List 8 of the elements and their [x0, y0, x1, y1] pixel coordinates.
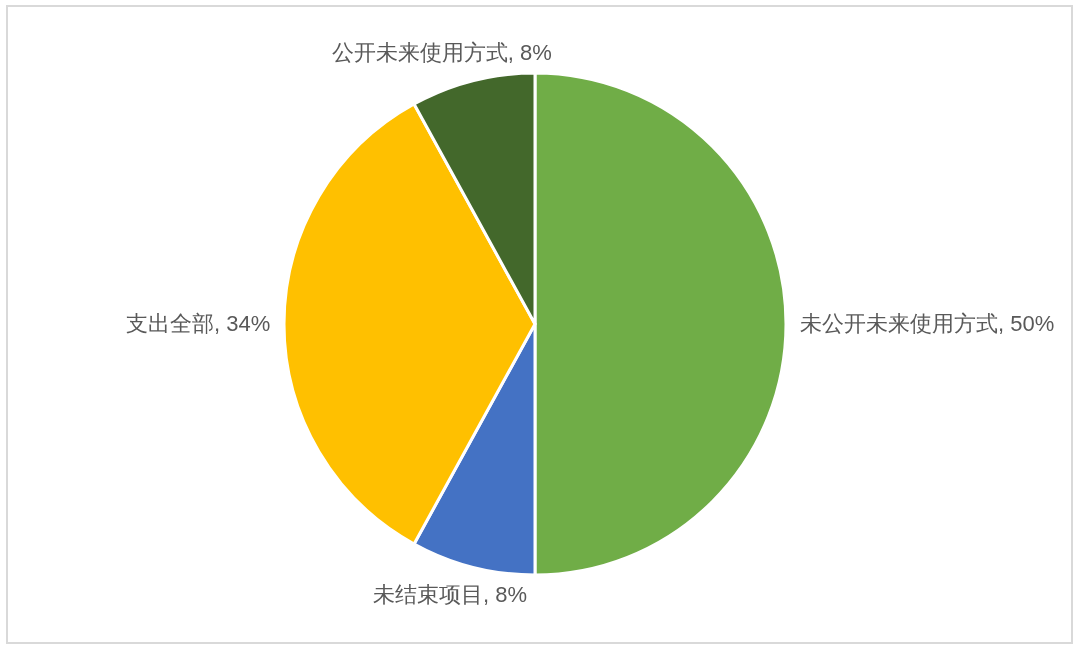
data-label: , 8%: [507, 39, 552, 65]
slice-label: 支出全部: [126, 311, 214, 336]
slice-label: 未结束项目: [372, 582, 483, 608]
data-label: , 34%: [214, 311, 271, 336]
slice-label: 未公开未来使用方式: [800, 311, 998, 336]
data-label: , 50%: [998, 311, 1055, 336]
slice-label: 公开未来使用方式: [331, 39, 508, 65]
data-label: , 8%: [482, 582, 527, 608]
